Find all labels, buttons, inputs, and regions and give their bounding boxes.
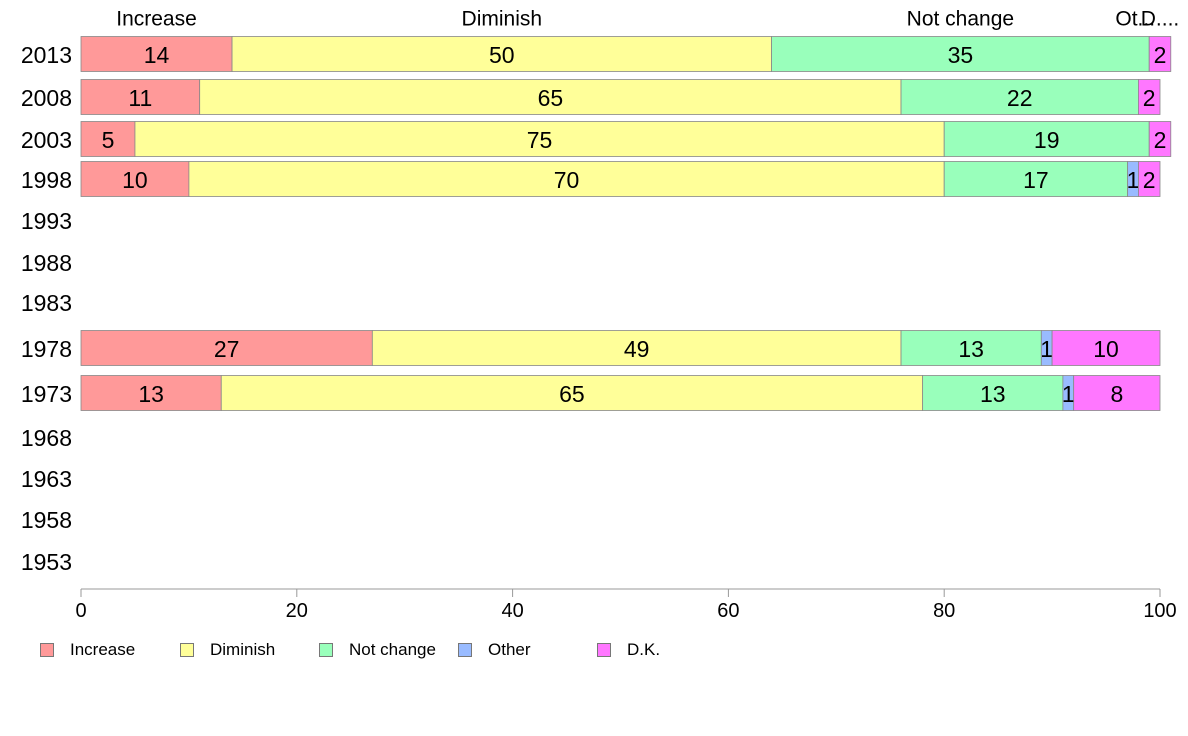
legend-swatch-not-change xyxy=(319,643,333,657)
legend-item-increase: Increase xyxy=(40,640,180,660)
x-tick-label: 20 xyxy=(286,600,308,622)
data-label: 1 xyxy=(1127,167,1140,193)
x-tick-label: 100 xyxy=(1143,600,1176,622)
bar-segment xyxy=(900,79,1139,115)
x-tick-label: 60 xyxy=(717,600,739,622)
data-label: 2 xyxy=(1143,167,1156,193)
legend-swatch-other xyxy=(458,643,472,657)
bar-segment xyxy=(1051,330,1161,366)
legend-item-diminish: Diminish xyxy=(180,640,319,660)
top-segment-label: Not change xyxy=(907,8,1014,31)
bar-segment xyxy=(231,36,772,72)
data-label: 8 xyxy=(1110,381,1123,407)
data-label: 22 xyxy=(1007,85,1033,111)
stacked-bar-chart: 2013200820031998199319881983197819731968… xyxy=(21,8,1180,623)
bar-segment xyxy=(80,330,373,366)
bar-segment xyxy=(80,121,136,157)
data-label: 2 xyxy=(1143,85,1156,111)
data-label: 5 xyxy=(102,127,115,153)
bar-segment xyxy=(771,36,1150,72)
top-segment-label: Increase xyxy=(116,8,197,31)
data-label: 27 xyxy=(214,336,240,362)
x-tick-label: 0 xyxy=(75,600,86,622)
data-label: 35 xyxy=(948,42,974,68)
x-tick-label: 80 xyxy=(933,600,955,622)
data-label: 17 xyxy=(1023,167,1049,193)
data-label: 70 xyxy=(554,167,580,193)
bar-segment xyxy=(199,79,902,115)
bar-segment xyxy=(1148,121,1172,157)
y-tick-label: 1953 xyxy=(21,549,72,575)
data-label: 2 xyxy=(1154,127,1167,153)
bar-segment xyxy=(943,121,1150,157)
data-label: 10 xyxy=(122,167,148,193)
data-label: 1 xyxy=(1062,381,1075,407)
legend-item-other: Other xyxy=(458,640,597,660)
data-label: 75 xyxy=(527,127,553,153)
y-tick-label: 1973 xyxy=(21,381,72,407)
y-tick-label: 1968 xyxy=(21,425,72,451)
data-label: 11 xyxy=(128,85,152,111)
y-tick-label: 2008 xyxy=(21,85,72,111)
bar-segment xyxy=(1148,36,1172,72)
y-tick-label: 1988 xyxy=(21,250,72,276)
data-label: 13 xyxy=(980,381,1006,407)
legend-swatch-dk xyxy=(597,643,611,657)
y-tick-label: 1978 xyxy=(21,336,72,362)
bar-segment xyxy=(1138,79,1161,115)
y-tick-label: 1993 xyxy=(21,208,72,234)
data-label: 13 xyxy=(958,336,984,362)
bar-segment xyxy=(1138,161,1161,197)
y-tick-label: 1998 xyxy=(21,167,72,193)
legend-label-not-change: Not change xyxy=(349,640,436,659)
y-tick-label: 2013 xyxy=(21,42,72,68)
y-tick-label: 1963 xyxy=(21,466,72,492)
legend-label-increase: Increase xyxy=(70,640,136,659)
data-label: 1 xyxy=(1040,336,1053,362)
bar-segment xyxy=(80,161,190,197)
legend-swatch-increase xyxy=(40,643,54,657)
legend-label-dk: D.K. xyxy=(627,640,661,659)
top-segment-label: Diminish xyxy=(462,8,543,31)
legend-label-other: Other xyxy=(488,640,531,659)
data-label: 50 xyxy=(489,42,515,68)
y-tick-label: 1958 xyxy=(21,507,72,533)
bar-segment xyxy=(80,375,222,411)
legend-item-dk: D.K. xyxy=(597,640,660,660)
top-segment-label: D.... xyxy=(1141,8,1180,31)
bar-segment xyxy=(220,375,924,411)
data-label: 65 xyxy=(559,381,585,407)
bar-segment xyxy=(134,121,945,157)
bar-segment xyxy=(80,36,233,72)
top-segment-label: Ot... xyxy=(1115,8,1155,31)
y-tick-label: 1983 xyxy=(21,290,72,316)
data-label: 13 xyxy=(138,381,164,407)
x-tick-label: 40 xyxy=(501,600,523,622)
data-label: 14 xyxy=(144,42,170,68)
data-label: 19 xyxy=(1034,127,1060,153)
legend: Increase Diminish Not change Other D.K. xyxy=(40,640,660,660)
bar-segment xyxy=(1073,375,1161,411)
legend-label-diminish: Diminish xyxy=(210,640,276,659)
data-label: 49 xyxy=(624,336,650,362)
legend-swatch-diminish xyxy=(180,643,194,657)
bar-segment xyxy=(371,330,902,366)
legend-item-not-change: Not change xyxy=(319,640,458,660)
data-label: 65 xyxy=(538,85,564,111)
bar-segment xyxy=(80,79,201,115)
data-label: 2 xyxy=(1154,42,1167,68)
y-tick-label: 2003 xyxy=(21,127,72,153)
bar-segment xyxy=(900,330,1042,366)
data-label: 10 xyxy=(1093,336,1119,362)
bar-segment xyxy=(188,161,945,197)
bar-segment xyxy=(922,375,1064,411)
